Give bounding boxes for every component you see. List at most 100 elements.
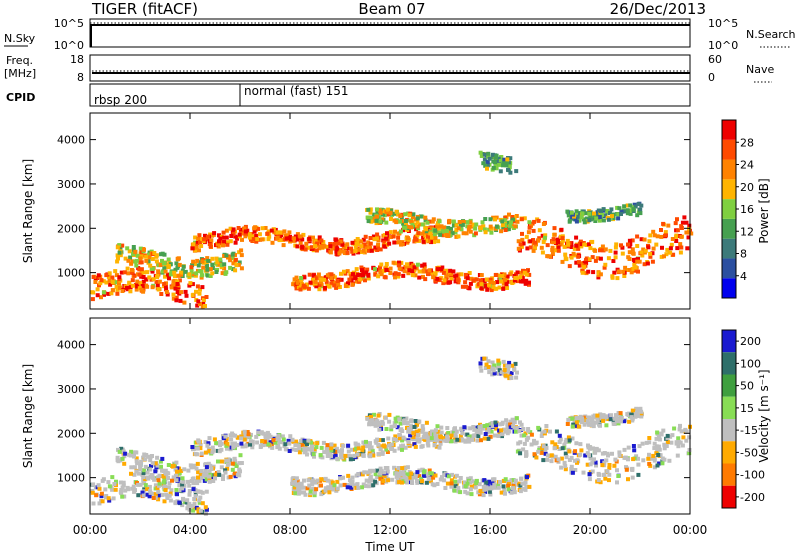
echo-cell — [634, 454, 639, 459]
echo-cell — [288, 234, 292, 239]
echo-cell — [449, 273, 453, 278]
echo-cell — [128, 285, 133, 290]
echo-cell — [584, 211, 589, 216]
echo-cell — [188, 281, 193, 286]
echo-cell — [293, 443, 298, 448]
echo-cell — [598, 423, 602, 428]
echo-cell — [154, 253, 159, 258]
echo-cell — [91, 275, 96, 279]
echo-cell — [199, 469, 204, 473]
echo-cell — [608, 211, 612, 215]
echo-cell — [350, 479, 355, 484]
echo-cell — [514, 169, 519, 174]
echo-cell — [150, 461, 155, 466]
echo-cell — [506, 367, 511, 372]
echo-cell — [442, 225, 447, 230]
echo-cell — [505, 286, 509, 290]
echo-cell — [454, 228, 459, 232]
echo-cell — [160, 269, 165, 274]
echo-cell — [405, 480, 409, 485]
nsky-tick-top: 10^5 — [54, 17, 84, 30]
echo-cell — [173, 281, 178, 286]
echo-cell — [340, 448, 344, 453]
echo-cell — [219, 441, 224, 446]
echo-cell — [224, 235, 229, 240]
echo-cell — [380, 421, 385, 426]
echo-cell — [524, 278, 529, 283]
echo-cell — [593, 450, 598, 455]
echo-cell — [250, 445, 255, 450]
echo-cell — [491, 165, 496, 170]
echo-cell — [385, 450, 390, 454]
echo-cell — [433, 236, 438, 240]
echo-cell — [562, 244, 567, 249]
echo-cell — [205, 234, 210, 239]
echo-cell — [498, 159, 503, 163]
echo-cell — [429, 226, 434, 231]
echo-cell — [409, 220, 414, 224]
echo-cell — [295, 479, 300, 484]
echo-cell — [578, 442, 583, 447]
echo-cell — [384, 236, 389, 241]
echo-cell — [235, 473, 240, 478]
echo-cell — [439, 430, 444, 435]
echo-cell — [449, 478, 454, 483]
echo-cell — [292, 236, 296, 241]
echo-cell — [601, 207, 606, 212]
echo-cell — [668, 246, 673, 251]
echo-cell — [340, 455, 344, 460]
echo-cell — [556, 237, 560, 242]
echo-cell — [587, 211, 592, 216]
echo-cell — [231, 227, 236, 232]
echo-cell — [200, 273, 204, 278]
echo-cell — [400, 242, 405, 247]
echo-cell — [233, 253, 237, 258]
echo-cell — [622, 209, 627, 214]
echo-cell — [295, 232, 300, 237]
echo-cell — [141, 287, 146, 292]
echo-cell — [151, 496, 156, 500]
echo-cell — [505, 425, 510, 430]
echo-cell — [140, 490, 145, 495]
echo-cell — [163, 468, 168, 473]
echo-cell — [576, 260, 581, 265]
echo-cell — [630, 247, 635, 252]
echo-cell — [306, 438, 311, 443]
echo-cell — [609, 413, 614, 418]
echo-cell — [297, 285, 301, 290]
echo-cell — [502, 427, 507, 432]
echo-cell — [373, 272, 378, 277]
echo-cell — [136, 493, 141, 498]
echo-cell — [521, 447, 526, 452]
echo-cell — [328, 244, 333, 249]
echo-cell — [588, 456, 593, 461]
echo-cell — [577, 218, 582, 223]
echo-cell — [382, 240, 387, 245]
echo-cell — [596, 448, 601, 453]
echo-cell — [233, 229, 237, 234]
echo-cell — [177, 278, 182, 283]
echo-cell — [228, 265, 233, 270]
echo-cell — [638, 211, 643, 216]
echo-cell — [630, 238, 635, 243]
echo-cell — [161, 480, 166, 485]
echo-cell — [507, 212, 511, 217]
echo-cell — [133, 249, 138, 254]
echo-cell — [523, 281, 528, 286]
echo-cell — [635, 213, 640, 218]
echo-cell — [349, 485, 354, 490]
echo-cell — [466, 437, 471, 441]
echo-cell — [593, 447, 597, 452]
echo-cell — [225, 240, 230, 245]
echo-cell — [594, 213, 599, 217]
echo-cell — [598, 412, 603, 417]
echo-cell — [356, 472, 361, 477]
echo-cell — [463, 489, 468, 494]
echo-cell — [144, 254, 149, 259]
power-colorbar-swatch — [722, 278, 736, 298]
echo-cell — [118, 480, 123, 485]
echo-cell — [198, 287, 202, 292]
echo-cell — [200, 285, 205, 290]
echo-cell — [144, 277, 149, 282]
echo-cell — [307, 272, 312, 277]
